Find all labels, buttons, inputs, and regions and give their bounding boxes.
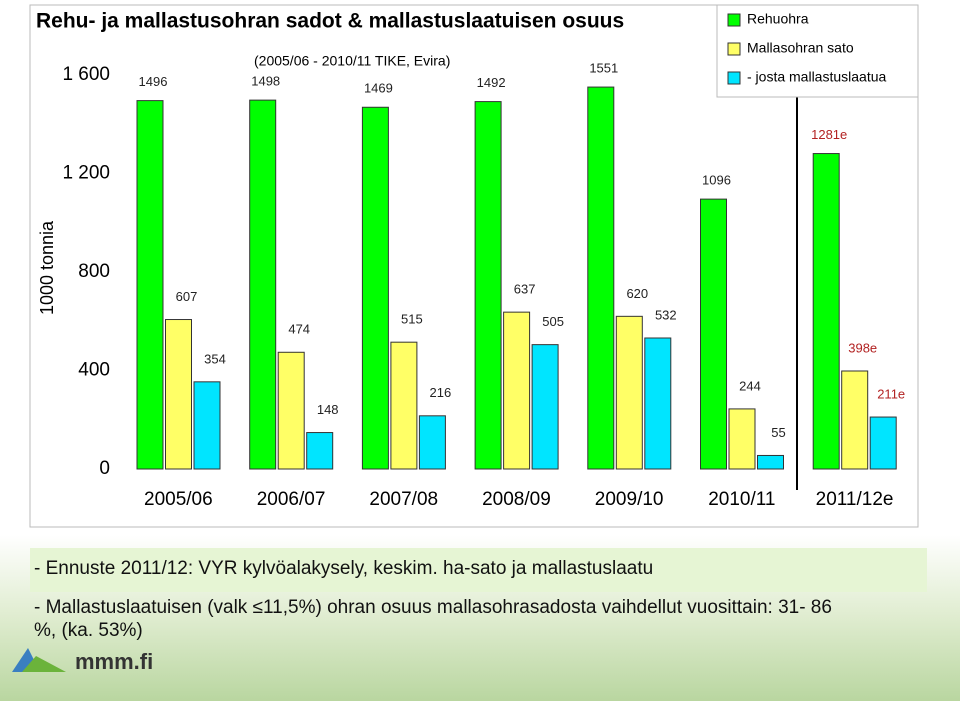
bar <box>361 106 389 470</box>
value-label: 354 <box>204 351 226 366</box>
bar <box>869 416 897 470</box>
value-label: 1281e <box>811 127 847 142</box>
legend-box <box>716 4 919 98</box>
bar <box>474 101 502 470</box>
x-tick-label: 2006/07 <box>257 489 326 510</box>
value-label: 620 <box>626 286 648 301</box>
value-label: 505 <box>542 314 564 329</box>
legend-label: - josta mallastuslaatua <box>747 69 887 85</box>
note-box <box>30 548 927 592</box>
bar <box>644 337 672 470</box>
y-tick-label: 1 200 <box>62 163 110 184</box>
bar <box>503 311 531 470</box>
x-tick-label: 2010/11 <box>708 489 775 510</box>
logo-icon <box>22 656 66 672</box>
bar <box>841 370 869 470</box>
bar <box>757 454 784 470</box>
y-axis-label: 1000 tonnia <box>37 220 57 315</box>
x-tick-label: 2009/10 <box>595 489 664 510</box>
bar <box>165 319 192 470</box>
bar <box>812 153 840 470</box>
legend-label: Mallasohran sato <box>747 40 854 56</box>
bar <box>249 99 277 470</box>
legend-swatch <box>727 71 741 85</box>
x-tick-label: 2008/09 <box>482 489 551 510</box>
logo: mmm.fi <box>75 649 153 674</box>
value-label: 1498 <box>251 74 280 89</box>
value-label: 1096 <box>702 173 731 188</box>
value-label: 211e <box>877 386 905 401</box>
value-label: 532 <box>655 307 677 322</box>
bar <box>193 381 221 470</box>
x-tick-label: 2007/08 <box>369 489 438 510</box>
note: - Ennuste 2011/12: VYR kylvöalakysely, k… <box>34 558 654 579</box>
value-label: 637 <box>514 282 536 297</box>
value-label: 55 <box>771 425 785 440</box>
bar <box>418 415 446 470</box>
value-label: 1496 <box>139 74 168 89</box>
legend-swatch <box>727 42 741 56</box>
x-tick-label: 2005/06 <box>144 489 213 510</box>
bar <box>277 351 305 470</box>
legend-label: Rehuohra <box>747 11 809 27</box>
value-label: 1469 <box>364 81 393 96</box>
bar <box>531 344 559 470</box>
value-label: 398e <box>848 340 877 355</box>
value-label: 1551 <box>589 61 618 76</box>
bar <box>390 341 418 470</box>
y-tick-label: 1 600 <box>62 64 110 85</box>
x-tick-label: 2011/12e <box>816 489 894 510</box>
bar <box>587 86 615 470</box>
y-tick-label: 800 <box>78 261 110 282</box>
value-label: 515 <box>401 312 423 327</box>
y-tick-label: 0 <box>99 458 110 479</box>
bar <box>728 408 756 470</box>
bar <box>136 100 164 470</box>
bar <box>615 315 643 470</box>
value-label: 244 <box>739 378 761 393</box>
note: - Mallastuslaatuisen (valk ≤11,5%) ohran… <box>34 597 832 641</box>
value-label: 1492 <box>477 75 506 90</box>
value-label: 607 <box>176 289 198 304</box>
chart-title: Rehu- ja mallastusohran sadot & mallastu… <box>36 10 624 33</box>
value-label: 474 <box>288 322 310 337</box>
bar <box>700 198 727 470</box>
value-label: 148 <box>317 402 339 417</box>
bar <box>306 432 334 470</box>
value-label: 216 <box>430 385 452 400</box>
chart-subtitle: (2005/06 - 2010/11 TIKE, Evira) <box>254 53 450 69</box>
y-tick-label: 400 <box>78 360 110 381</box>
legend-swatch <box>727 13 741 27</box>
